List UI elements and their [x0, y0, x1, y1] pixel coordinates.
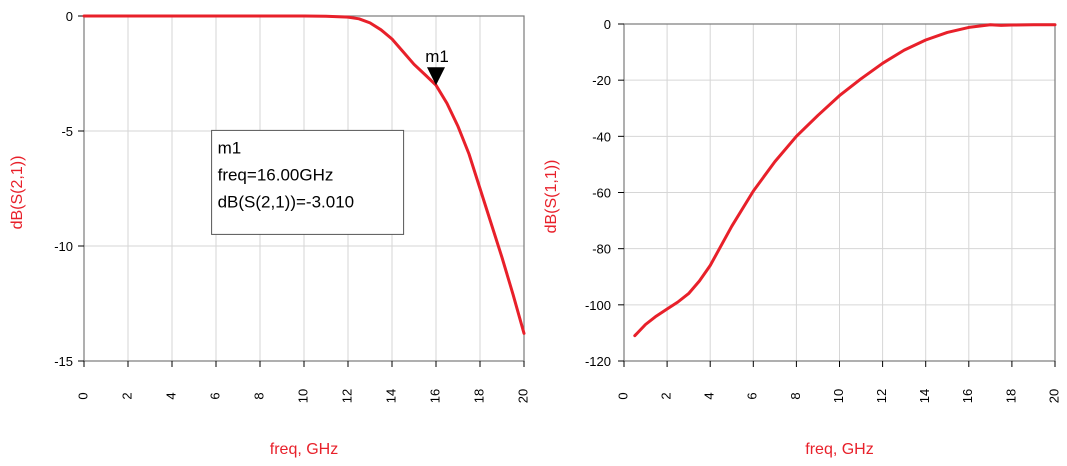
- x-tick-label: 16: [960, 389, 975, 403]
- y-tick-label: -20: [592, 73, 611, 88]
- x-tick-label: 6: [745, 392, 760, 399]
- x-tick-label: 6: [207, 392, 222, 399]
- x-axis-title: freq, GHz: [805, 441, 873, 458]
- y-tick-label: -80: [592, 242, 611, 257]
- x-tick-label: 12: [339, 389, 354, 403]
- y-tick-label: -40: [592, 129, 611, 144]
- x-tick-label: 20: [1046, 389, 1061, 403]
- x-tick-label: 12: [874, 389, 889, 403]
- y-tick-label: -100: [585, 298, 611, 313]
- marker-readout-frame: [211, 129, 405, 235]
- marker-readout-line: freq=16.00GHz: [218, 165, 334, 184]
- y-axis-title: dB(S(2,1)): [9, 156, 26, 230]
- y-tick-label: -120: [585, 354, 611, 369]
- x-tick-label: 8: [251, 392, 266, 399]
- x-tick-label: 16: [427, 389, 442, 403]
- marker-readout-line: dB(S(2,1))=-3.010: [218, 192, 355, 211]
- x-tick-label: 14: [383, 389, 398, 403]
- series-line: [633, 23, 1057, 338]
- x-tick-label: 10: [831, 389, 846, 403]
- x-tick-label: 18: [471, 389, 486, 403]
- x-tick-label: 14: [917, 389, 932, 403]
- marker-readout-box: m1 freq=16.00GHz dB(S(2,1))=-3.010: [211, 129, 405, 235]
- x-tick-label: 4: [163, 392, 178, 399]
- x-tick-label: 2: [659, 392, 674, 399]
- y-tick-label: 0: [604, 17, 611, 32]
- marker-triangle[interactable]: [427, 67, 445, 86]
- series-line: [82, 14, 526, 335]
- x-tick-label: 10: [295, 389, 310, 403]
- y-axis-title: dB(S(1,1)): [543, 160, 560, 234]
- y-tick-label: -5: [61, 124, 73, 139]
- y-tick-label: -10: [54, 239, 73, 254]
- x-tick-label: 18: [1003, 389, 1018, 403]
- x-tick-label: 2: [119, 392, 134, 399]
- y-tick-label: -15: [54, 354, 73, 369]
- x-tick-label: 4: [702, 392, 717, 399]
- x-tick-label: 20: [515, 389, 530, 403]
- y-tick-label: 0: [66, 9, 73, 24]
- sparam-s11-plot: 0 2 4 6 8 10 12 14 16 18 20 0 -20 -40 -60 -80 -100 -120 fr…: [543, 17, 1061, 458]
- x-tick-label: 0: [75, 392, 90, 399]
- sparam-s21-plot: 0 2 4 6 8 10 12 14 16 18 20 0 -5 -10 -15 freq, GHz dB(S(…: [9, 9, 530, 458]
- y-tick-label: -60: [592, 186, 611, 201]
- marker-label: m1: [425, 47, 449, 66]
- marker-readout-line: m1: [218, 138, 242, 157]
- x-axis-title: freq, GHz: [270, 441, 338, 458]
- x-tick-label: 8: [788, 392, 803, 399]
- x-tick-label: 0: [615, 392, 630, 399]
